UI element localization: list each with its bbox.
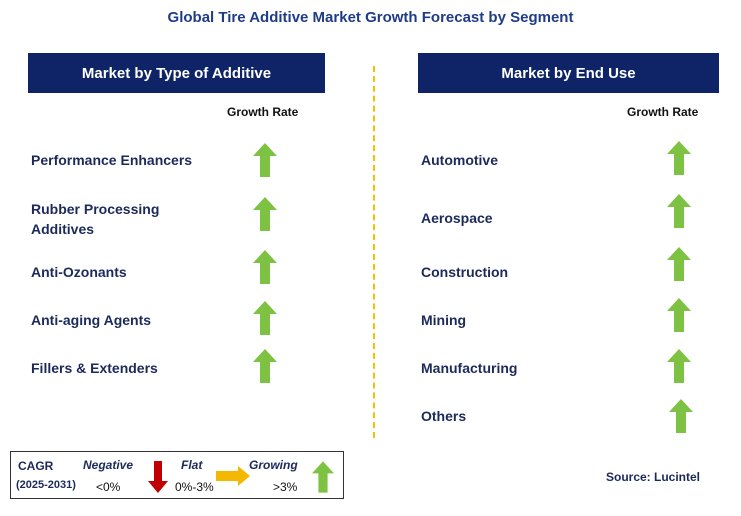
growth-up-arrow-icon	[253, 250, 277, 284]
cagr-period: (2025-2031)	[16, 479, 76, 491]
end-use-label: Mining	[421, 312, 467, 328]
flat-label: Flat	[181, 458, 203, 472]
negative-range: <0%	[96, 480, 121, 494]
end-use-label: Automotive	[421, 152, 498, 168]
negative-label: Negative	[83, 458, 134, 472]
growth-rate-label-left: Growth Rate	[227, 105, 299, 119]
end-use-label: Aerospace	[421, 210, 493, 226]
source-note: Source: Lucintel	[606, 470, 701, 484]
end-use-label: Manufacturing	[421, 360, 518, 376]
flat-range: 0%-3%	[175, 480, 214, 494]
growth-up-arrow-icon	[667, 247, 691, 281]
arrow-up-green-icon	[312, 461, 334, 493]
end-use-label: Others	[421, 408, 467, 424]
growth-up-arrow-icon	[667, 141, 691, 175]
arrow-down-red-icon	[148, 461, 168, 493]
cagr-label: CAGR	[18, 459, 54, 473]
growth-up-arrow-icon	[253, 197, 277, 231]
growth-up-arrow-icon	[667, 349, 691, 383]
additive-type-label: Anti-aging Agents	[31, 312, 152, 328]
growth-up-arrow-icon	[667, 298, 691, 332]
end-use-label: Construction	[421, 264, 509, 280]
panel-divider	[373, 66, 375, 438]
growth-up-arrow-icon	[667, 194, 691, 228]
additive-type-label: Anti-Ozonants	[31, 264, 127, 280]
growth-up-arrow-icon	[669, 399, 693, 433]
additive-type-label: Rubber Processing Additives	[31, 201, 160, 237]
additive-type-label: Performance Enhancers	[31, 152, 193, 168]
type-of-additive-header: Market by Type of Additive	[28, 53, 325, 93]
end-use-header: Market by End Use	[418, 53, 719, 93]
growth-rate-label-right: Growth Rate	[627, 105, 699, 119]
page-title: Global Tire Additive Market Growth Forec…	[167, 9, 574, 26]
arrow-right-yellow-icon	[216, 466, 250, 486]
cagr-legend: CAGR (2025-2031) Negative <0% Flat 0%-3%…	[10, 451, 344, 499]
growing-range: >3%	[273, 480, 298, 494]
additive-type-label: Fillers & Extenders	[31, 360, 158, 376]
growing-label: Growing	[249, 458, 298, 472]
growth-up-arrow-icon	[253, 301, 277, 335]
growth-up-arrow-icon	[253, 143, 277, 177]
growth-up-arrow-icon	[253, 349, 277, 383]
